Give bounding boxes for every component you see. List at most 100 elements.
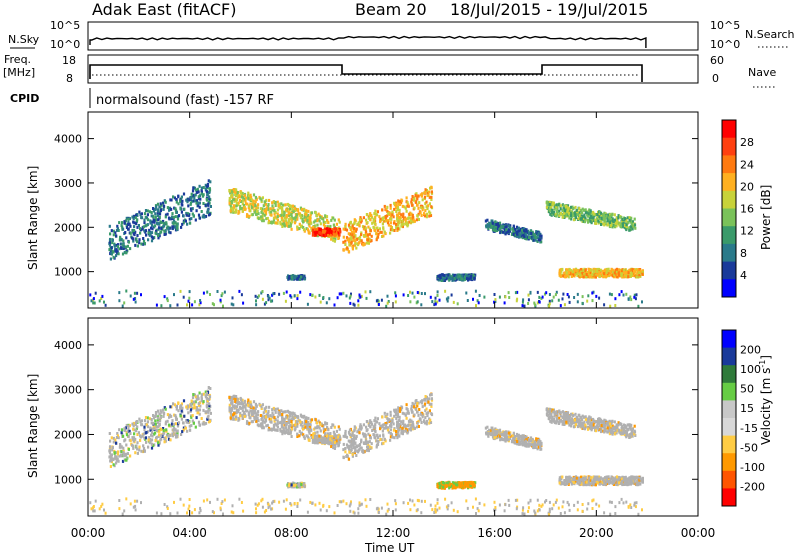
power-point <box>118 291 121 295</box>
power-point <box>373 222 377 226</box>
power-point <box>276 221 279 225</box>
velocity-point <box>240 398 243 402</box>
power-point <box>336 296 339 300</box>
power-point <box>154 218 157 222</box>
power-point <box>146 209 149 213</box>
power-point <box>139 213 142 217</box>
velocity-point <box>423 397 426 401</box>
power-point <box>163 233 166 236</box>
power-point <box>276 212 279 216</box>
power-point <box>350 226 353 230</box>
velocity-point <box>389 438 392 442</box>
velocity-point <box>164 422 167 426</box>
velocity-point <box>114 456 117 460</box>
velocity-point <box>411 420 414 424</box>
velocity-point <box>197 411 200 415</box>
power-point <box>93 301 96 305</box>
velocity-point <box>300 415 304 419</box>
power-point <box>410 198 413 202</box>
power-point <box>538 300 541 304</box>
power-point <box>588 268 591 272</box>
power-point <box>633 225 636 229</box>
power-point <box>306 302 309 306</box>
power-point <box>373 226 376 230</box>
power-point <box>553 204 556 208</box>
power-point <box>374 229 377 233</box>
power-point <box>584 208 587 212</box>
power-point <box>158 222 161 226</box>
power-point <box>342 235 345 239</box>
power-point <box>160 230 163 234</box>
velocity-point <box>232 394 235 398</box>
power-point <box>626 216 629 220</box>
velocity-point <box>143 449 146 453</box>
power-point <box>376 235 380 239</box>
nsky-label: N.Sky <box>8 33 40 46</box>
velocity-point <box>205 396 208 400</box>
velocity-point <box>238 417 241 421</box>
power-point <box>389 203 392 207</box>
power-point <box>600 223 603 226</box>
power-point <box>406 204 409 208</box>
velocity-point <box>458 485 461 489</box>
power-point <box>193 186 196 190</box>
power-point <box>337 236 340 240</box>
freq-trace <box>89 64 643 82</box>
velocity-point <box>319 422 322 426</box>
velocity-point <box>141 434 144 438</box>
power-point <box>562 207 565 210</box>
velocity-point <box>197 403 201 407</box>
velocity-point <box>143 428 146 432</box>
power-point <box>636 268 639 272</box>
power-point <box>508 228 511 232</box>
velocity-point <box>411 410 414 414</box>
power-point <box>573 269 576 273</box>
velocity-point <box>262 411 265 415</box>
velocity-point <box>270 420 273 424</box>
velocity-point <box>311 435 315 439</box>
velocity-point <box>127 430 130 434</box>
power-point <box>387 212 390 216</box>
velocity-point <box>275 428 278 432</box>
power-point <box>402 212 405 216</box>
velocity-point <box>166 419 169 423</box>
velocity-point <box>304 425 307 429</box>
power-point <box>324 225 327 229</box>
power-point <box>150 211 153 214</box>
velocity-point <box>200 399 203 403</box>
power-point <box>296 277 299 281</box>
velocity-point <box>183 414 186 418</box>
power-point <box>509 224 512 228</box>
velocity-point <box>152 416 156 420</box>
power-point <box>594 268 597 271</box>
power-point <box>614 268 617 272</box>
velocity-point <box>281 432 284 436</box>
power-point <box>233 197 236 201</box>
velocity-point <box>129 432 132 435</box>
power-point <box>371 221 374 225</box>
power-point <box>158 215 161 219</box>
velocity-point <box>264 407 267 411</box>
power-point <box>314 295 317 299</box>
power-point <box>256 295 259 299</box>
power-point <box>296 294 299 298</box>
power-point <box>132 239 135 243</box>
power-point <box>219 300 222 304</box>
power-point <box>281 211 284 215</box>
velocity-point <box>389 435 392 439</box>
power-point <box>191 199 194 203</box>
velocity-point <box>283 420 286 423</box>
power-point <box>591 291 594 295</box>
power-point <box>257 212 260 216</box>
power-point <box>182 214 185 218</box>
power-point <box>466 299 469 302</box>
power-point <box>611 217 614 221</box>
velocity-point <box>135 421 138 425</box>
velocity-point <box>198 423 201 427</box>
power-point <box>500 229 503 233</box>
power-point <box>397 212 400 216</box>
power-point <box>151 227 154 231</box>
velocity-point <box>427 411 430 415</box>
velocity-point <box>160 428 163 432</box>
velocity-point <box>144 436 148 440</box>
